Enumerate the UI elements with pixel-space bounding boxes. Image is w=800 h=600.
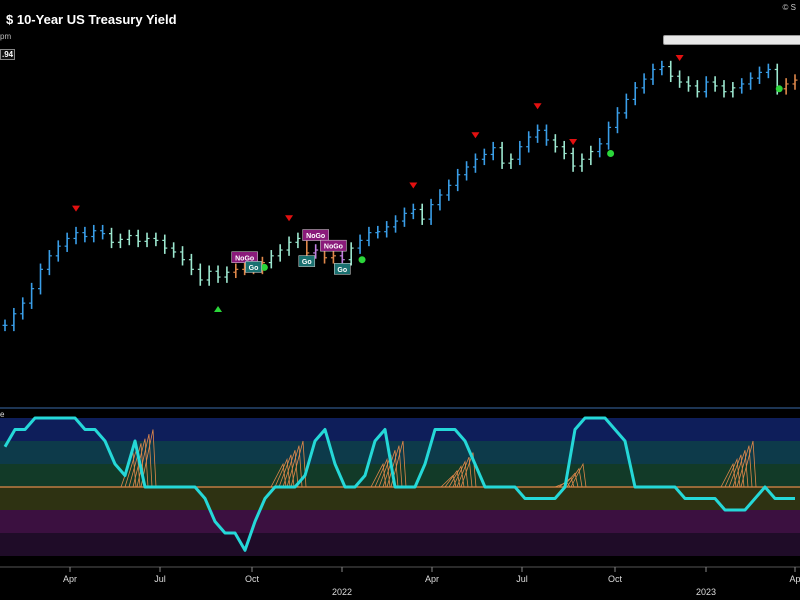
oscillator-shading xyxy=(732,450,749,488)
signal-label-box xyxy=(298,255,316,267)
oscillator-band xyxy=(0,533,800,556)
x-tick-label: Jul xyxy=(154,574,166,584)
go-cross-triangle xyxy=(214,306,223,313)
oscillator-shading xyxy=(566,467,583,488)
oscillator-shading xyxy=(456,456,473,488)
oscillator-line xyxy=(3,416,795,552)
oscillator-shading xyxy=(736,445,753,488)
oscillator-shading xyxy=(448,465,465,488)
oscillator-band xyxy=(0,418,800,441)
oscillator-band xyxy=(0,510,800,533)
oscillator-shading xyxy=(270,462,287,488)
price-bars xyxy=(2,60,798,332)
nogo-cross-triangle xyxy=(285,215,294,222)
signal-label-box xyxy=(320,239,347,252)
oscillator-shading xyxy=(370,462,387,488)
oscillator-shading xyxy=(570,462,587,488)
signal-label-box xyxy=(302,229,329,241)
oscillator-shading xyxy=(278,454,295,488)
oscillator-volume-shading xyxy=(120,429,757,488)
nogo-cross-triangle xyxy=(471,132,480,139)
oscillator-shading xyxy=(440,474,457,488)
x-tick-label: 2023 xyxy=(696,587,716,597)
oscillator-shading xyxy=(382,450,399,488)
x-tick-label: Apr xyxy=(425,574,439,584)
x-tick-label: 2022 xyxy=(332,587,352,597)
nogo-cross-triangle xyxy=(569,139,578,145)
oscillator-shading xyxy=(286,445,303,488)
oscillator-shading xyxy=(390,440,407,488)
oscillator-shading xyxy=(724,457,741,488)
trend-dot xyxy=(775,85,783,93)
x-tick-label: Apr xyxy=(63,574,77,584)
trend-dot xyxy=(607,149,615,157)
chart-title: $ 10-Year US Treasury Yield xyxy=(6,12,177,27)
x-tick-label: Oct xyxy=(608,574,623,584)
nogo-cross-triangle xyxy=(675,55,684,61)
oscillator-shading xyxy=(274,457,291,488)
oscillator-shading xyxy=(132,438,149,488)
last-price-label: .94 xyxy=(0,49,16,60)
time-axis: Apr Jul Oct 2022 Apr Jul Oct 2023 Ap xyxy=(0,566,800,597)
signal-label-box xyxy=(245,261,262,273)
signal-label: NoGo xyxy=(306,233,325,240)
signal-label: Go xyxy=(337,267,347,274)
signal-label: NoGo xyxy=(235,255,254,262)
oscillator-line-layer xyxy=(3,416,795,552)
oscillator-band xyxy=(0,464,800,487)
oscillator-shading xyxy=(282,450,299,488)
oscillator-band xyxy=(0,487,800,510)
nogo-cross-triangle xyxy=(72,205,81,212)
signal-label: Go xyxy=(249,265,259,272)
signal-label-box xyxy=(231,251,258,264)
oscillator-shading xyxy=(728,454,745,488)
oscillator-shading xyxy=(452,460,469,488)
signal-label: NoGo xyxy=(324,244,343,251)
chart-scrollbar[interactable] xyxy=(663,35,800,45)
oscillator-shading xyxy=(444,469,461,488)
oscillator-bands xyxy=(0,407,800,556)
signal-markers: NoGo Go NoGo Go NoGo Go xyxy=(72,55,783,313)
oscillator-shading xyxy=(386,445,403,488)
x-tick-label: Ap xyxy=(789,574,800,584)
oscillator-shading xyxy=(140,429,157,488)
oscillator-shading xyxy=(374,457,391,488)
x-tick-label: Jul xyxy=(516,574,528,584)
trend-dot xyxy=(358,256,366,264)
oscillator-shading xyxy=(740,440,757,488)
oscillator-shading xyxy=(460,452,477,488)
nogo-cross-triangle xyxy=(409,182,418,189)
oscillator-shading xyxy=(720,462,737,488)
trend-dot xyxy=(260,263,268,271)
oscillator-panel-label: e xyxy=(0,410,5,419)
signal-label: Go xyxy=(302,259,312,266)
signal-label-box xyxy=(334,263,351,275)
chart-subtitle: pm xyxy=(0,32,12,41)
copyright-notice: © S xyxy=(782,3,796,12)
x-tick-label: Oct xyxy=(245,574,260,584)
nogo-cross-triangle xyxy=(533,103,542,110)
